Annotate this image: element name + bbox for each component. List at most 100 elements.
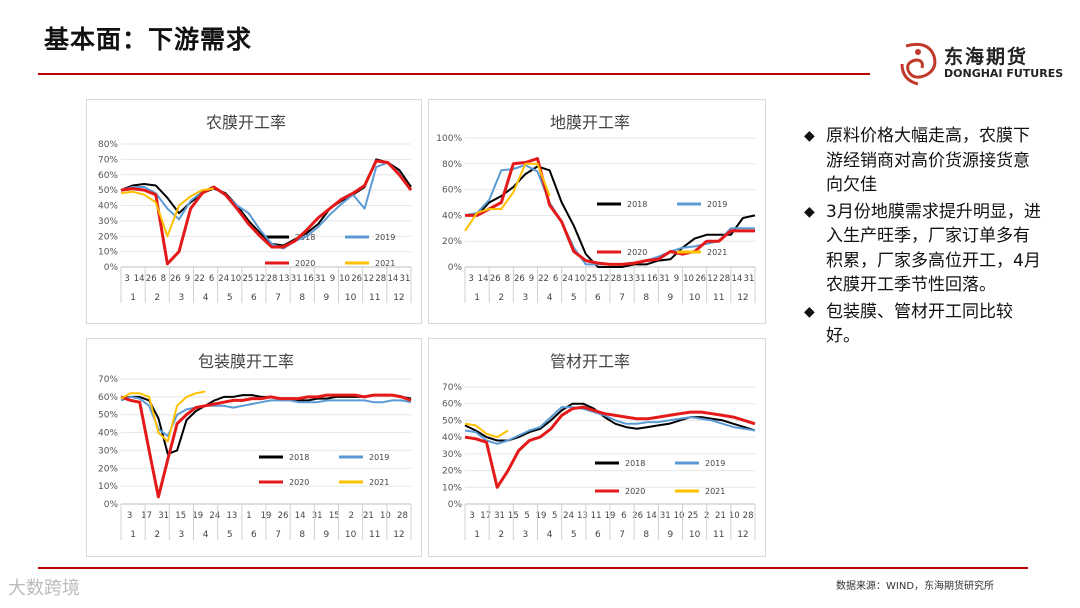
- diamond-bullet-icon: ◆: [804, 128, 815, 144]
- footer-rule: [38, 567, 1028, 569]
- month-label: 12: [737, 293, 748, 303]
- month-label: 9: [668, 293, 674, 303]
- x-tick-label: 28: [375, 274, 386, 284]
- logo-emblem-icon: [900, 42, 937, 86]
- legend-label: 2021: [369, 478, 389, 487]
- x-tick-label: 3: [127, 511, 132, 521]
- x-tick-label: 19: [536, 511, 547, 521]
- y-tick-label: 20%: [442, 237, 462, 247]
- x-tick-label: 13: [577, 511, 588, 521]
- x-tick-label: 10: [380, 511, 391, 521]
- month-label: 11: [713, 293, 724, 303]
- x-tick-label: 26: [170, 274, 181, 284]
- series-line-2018: [120, 394, 412, 455]
- y-tick-label: 0%: [104, 263, 119, 273]
- x-tick-label: 11: [591, 511, 602, 521]
- month-label: 3: [523, 293, 529, 303]
- month-label: 2: [154, 293, 160, 303]
- month-label: 5: [227, 530, 233, 540]
- x-tick-label: 6: [209, 274, 214, 284]
- x-tick-label: 25: [242, 274, 253, 284]
- chart-title: 农膜开工率: [206, 113, 286, 132]
- month-label: 1: [474, 293, 480, 303]
- x-tick-label: 9: [330, 274, 335, 284]
- legend-label: 2021: [705, 487, 725, 496]
- x-tick-label: 25: [586, 274, 597, 284]
- x-tick-label: 22: [538, 274, 549, 284]
- x-tick-label: 28: [267, 274, 278, 284]
- bullet-text: 包装膜、管材开工同比较好。: [826, 301, 1013, 347]
- month-label: 2: [498, 530, 504, 540]
- month-label: 6: [251, 293, 257, 303]
- x-tick-label: 6: [621, 511, 626, 521]
- y-tick-label: 10%: [98, 248, 118, 258]
- x-tick-label: 14: [387, 274, 398, 284]
- x-tick-label: 17: [141, 511, 152, 521]
- legend-label: 2021: [375, 259, 395, 268]
- x-tick-label: 5: [524, 511, 529, 521]
- logo-english-name: DONGHAI FUTURES: [944, 67, 1064, 80]
- month-label: 12: [393, 293, 404, 303]
- x-tick-label: 25: [687, 511, 698, 521]
- y-tick-label: 40%: [442, 211, 462, 221]
- x-tick-label: 26: [146, 274, 157, 284]
- month-label: 7: [619, 530, 625, 540]
- x-tick-label: 10: [230, 274, 241, 284]
- month-label: 6: [595, 530, 601, 540]
- y-tick-label: 70%: [98, 375, 118, 385]
- x-tick-label: 26: [490, 274, 501, 284]
- x-tick-label: 26: [351, 274, 362, 284]
- x-tick-label: 9: [674, 274, 679, 284]
- x-tick-label: 21: [363, 511, 374, 521]
- x-tick-label: 31: [291, 274, 302, 284]
- y-tick-label: 40%: [442, 433, 462, 443]
- x-tick-label: 31: [315, 274, 326, 284]
- y-tick-label: 50%: [98, 186, 118, 196]
- legend-label: 2020: [295, 259, 315, 268]
- x-tick-label: 31: [158, 511, 169, 521]
- series-line-2021: [120, 187, 214, 238]
- bullet-item: ◆ 3月份地膜需求提升明显，进入生产旺季，厂家订单多有积累，厂家多高位开工，4月…: [804, 200, 1044, 298]
- x-tick-label: 2: [349, 511, 354, 521]
- x-tick-label: 15: [329, 511, 340, 521]
- y-tick-label: 20%: [98, 464, 118, 474]
- month-label: 10: [345, 293, 357, 303]
- watermark: 大数跨境: [8, 578, 80, 599]
- series-line-2020: [465, 157, 755, 266]
- legend-label: 2019: [375, 233, 395, 242]
- month-label: 7: [275, 530, 281, 540]
- month-label: 12: [393, 530, 404, 540]
- x-tick-label: 26: [278, 511, 289, 521]
- x-tick-label: 3: [469, 511, 474, 521]
- legend-label: 2020: [289, 478, 309, 487]
- month-label: 8: [643, 530, 649, 540]
- month-label: 12: [737, 530, 748, 540]
- month-label: 11: [369, 293, 380, 303]
- month-label: 9: [668, 530, 674, 540]
- y-tick-label: 40%: [98, 429, 118, 439]
- x-tick-label: 1: [246, 511, 251, 521]
- x-tick-label: 28: [719, 274, 730, 284]
- x-tick-label: 10: [683, 274, 694, 284]
- x-tick-label: 24: [563, 511, 574, 521]
- x-tick-label: 14: [646, 511, 657, 521]
- x-tick-label: 31: [494, 511, 505, 521]
- title-rule: [38, 73, 870, 75]
- series-line-2019: [120, 395, 412, 438]
- month-label: 7: [619, 293, 625, 303]
- y-tick-label: 100%: [436, 134, 462, 144]
- month-label: 9: [324, 530, 330, 540]
- x-tick-label: 16: [647, 274, 658, 284]
- month-label: 5: [571, 293, 577, 303]
- legend-label: 2019: [707, 200, 727, 209]
- y-tick-label: 0%: [448, 500, 463, 510]
- x-tick-label: 31: [659, 274, 670, 284]
- x-tick-label: 13: [623, 274, 634, 284]
- month-label: 11: [713, 530, 724, 540]
- y-tick-label: 60%: [98, 171, 118, 181]
- month-label: 7: [275, 293, 281, 303]
- month-label: 3: [179, 293, 185, 303]
- month-label: 9: [324, 293, 330, 303]
- month-label: 10: [345, 530, 357, 540]
- x-tick-label: 16: [303, 274, 314, 284]
